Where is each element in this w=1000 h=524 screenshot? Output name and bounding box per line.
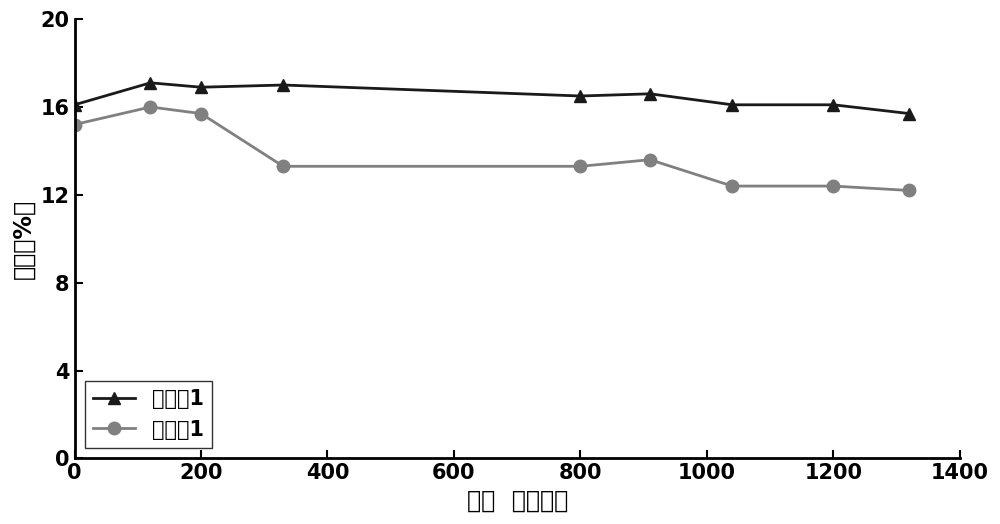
应用例1 xyxy=(69,102,81,108)
应用例1 xyxy=(644,91,656,97)
Line: 应用例1: 应用例1 xyxy=(68,77,916,120)
应用例1 xyxy=(903,111,915,117)
应用例1 xyxy=(574,93,586,99)
Y-axis label: 效率（%）: 效率（%） xyxy=(11,199,35,279)
比较例1 xyxy=(277,163,289,169)
比较例1 xyxy=(644,157,656,163)
应用例1 xyxy=(144,80,156,86)
比较例1 xyxy=(144,104,156,110)
比较例1 xyxy=(574,163,586,169)
比较例1 xyxy=(726,183,738,189)
应用例1 xyxy=(277,82,289,88)
X-axis label: 时间  （小时）: 时间 （小时） xyxy=(467,489,568,513)
应用例1 xyxy=(726,102,738,108)
比较例1 xyxy=(827,183,839,189)
比较例1 xyxy=(195,111,207,117)
Line: 比较例1: 比较例1 xyxy=(68,101,916,196)
应用例1 xyxy=(195,84,207,90)
Legend: 应用例1, 比较例1: 应用例1, 比较例1 xyxy=(85,381,212,448)
比较例1 xyxy=(903,187,915,193)
应用例1 xyxy=(827,102,839,108)
比较例1 xyxy=(69,122,81,128)
